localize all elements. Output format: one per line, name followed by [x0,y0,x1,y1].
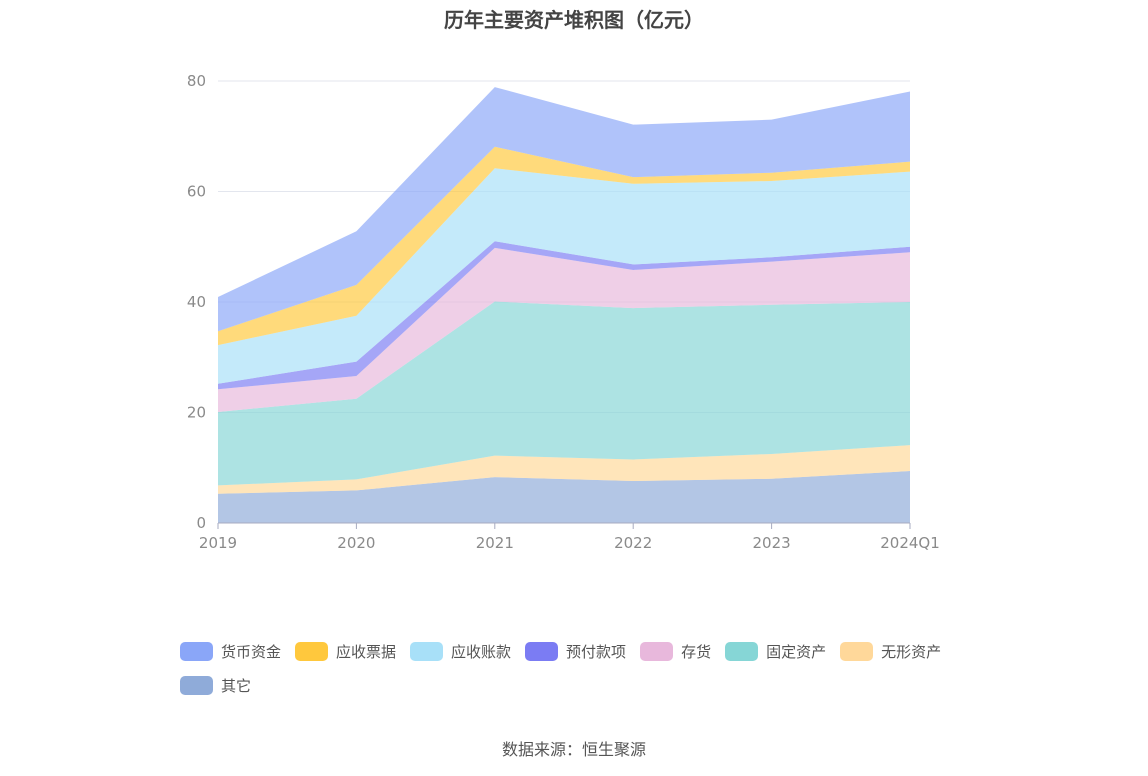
legend-swatch [840,641,874,661]
x-tick-label: 2020 [337,534,375,552]
legend-label: 货币资金 [221,642,282,661]
legend-swatch [295,641,329,661]
x-tick-label: 2023 [753,534,791,552]
legend-label: 存货 [681,642,712,661]
legend-label: 应收账款 [451,642,512,661]
area-series [218,168,910,384]
x-tick-label: 2022 [614,534,652,552]
legend-item[interactable]: 无形资产 [840,640,941,662]
area-series [218,241,910,390]
legend-swatch [525,641,559,661]
y-tick-label: 60 [187,183,206,201]
legend-item[interactable]: 存货 [640,640,711,662]
y-tick-label: 40 [187,293,206,311]
legend-item[interactable]: 其它 [180,674,251,696]
x-tick-label: 2019 [199,534,237,552]
legend-label: 固定资产 [766,642,827,661]
legend-item[interactable]: 固定资产 [725,640,826,662]
legend-item[interactable]: 应收票据 [295,640,396,662]
legend-label: 无形资产 [881,642,942,661]
area-series [218,87,910,332]
x-tick-label: 2021 [476,534,514,552]
legend-item[interactable]: 货币资金 [180,640,281,662]
legend-swatch [725,641,759,661]
legend: 货币资金 应收票据 应收账款 预付款项 存货 固定资产 无形资产其它 [180,640,980,708]
source-note: 数据来源：恒生聚源 [501,740,646,759]
legend-item[interactable]: 预付款项 [525,640,626,662]
x-tick-label: 2024Q1 [880,534,940,552]
legend-swatch [180,641,213,661]
legend-item[interactable]: 应收账款 [410,640,511,662]
legend-swatch [640,641,674,661]
chart-plot: 0 20 40 60 80 2019 2020 2021 2022 2023 2024Q1 [187,72,940,552]
legend-label: 预付款项 [566,642,627,661]
legend-swatch [180,675,213,695]
area-series [218,301,910,486]
axes: 0 20 40 60 80 2019 2020 2021 2022 2023 2024Q1 [187,72,940,552]
y-tick-label: 0 [196,514,206,532]
area-series [218,471,910,523]
legend-label: 应收票据 [336,642,397,661]
area-series [218,146,910,346]
area-series [218,445,910,494]
legend-swatch [410,641,444,661]
area-series [218,247,910,412]
chart-title: 历年主要资产堆积图（亿元） [444,8,704,32]
y-tick-label: 20 [187,404,206,422]
legend-label: 其它 [221,676,252,695]
y-tick-label: 80 [187,72,206,90]
stacked-areas [218,87,910,523]
